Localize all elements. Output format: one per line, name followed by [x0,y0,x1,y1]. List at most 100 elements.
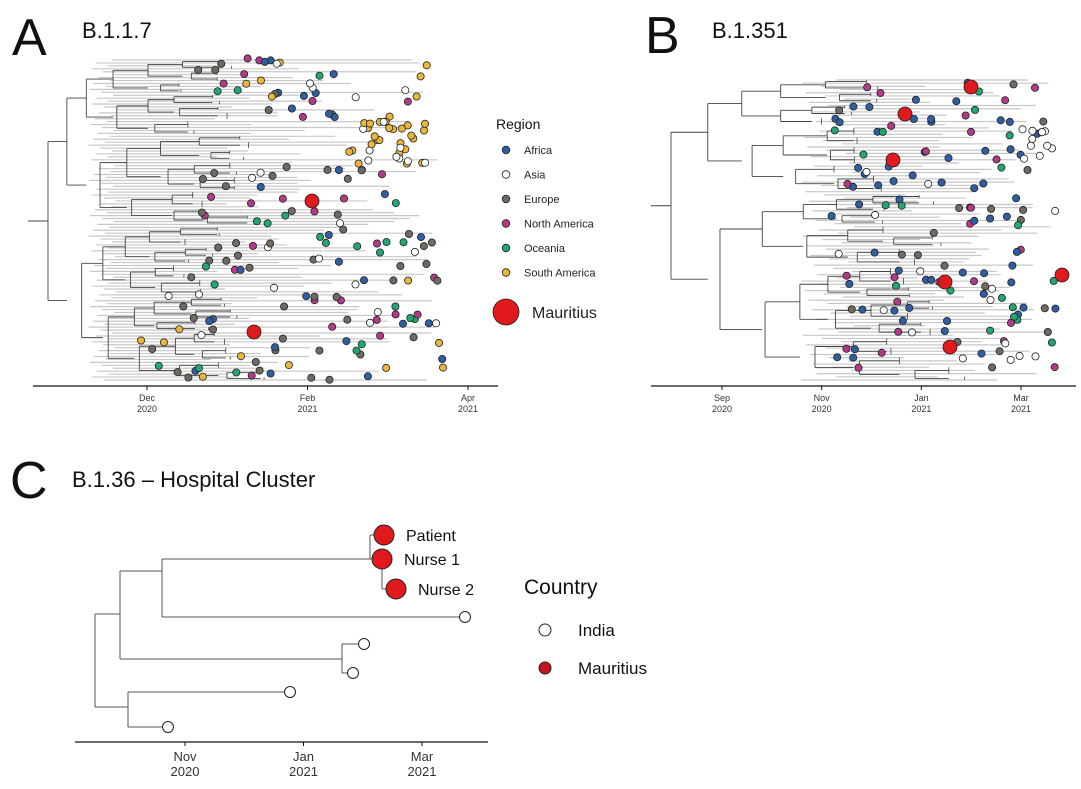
tip-point [370,132,379,141]
tip-point [211,66,220,75]
tip-point [858,305,867,314]
tip-point [246,199,255,208]
tip-point [194,65,203,74]
tip-point [1047,338,1056,347]
tip-point [940,261,949,270]
mauritius-point [937,274,953,290]
tip-point [267,92,276,101]
region-legend-items: Africa Asia Europe North America Oceania Sout… [492,145,597,326]
tip-label: Nurse 1 [404,552,460,569]
x-tick-sublabel: 2021 [458,404,478,414]
tip-point [256,182,265,191]
legend-swatch [501,243,511,253]
tip-point [833,353,842,362]
tip-point [969,277,978,286]
tip-point [898,316,907,325]
tip-point [1012,194,1021,203]
tip-point [205,256,214,265]
tip-point [416,233,425,242]
panel-a-letter: A [12,9,47,67]
tip-point [1030,83,1039,92]
tip-point [385,112,394,121]
tip-point [339,194,348,203]
tip-point [343,315,352,324]
tip-point [379,117,388,126]
tip-point [897,250,906,259]
tip-point [137,336,146,345]
tip-point [240,70,249,79]
tip-point [287,104,296,113]
tip-point [236,265,245,274]
tip-point [247,371,256,380]
tip-point [372,315,381,324]
tip-point [438,354,447,363]
tip-point [979,289,988,298]
tip-point-mauritius [373,524,395,546]
x-tick-label: Jan [293,749,314,764]
tip-label: Patient [406,528,456,545]
tip-point [266,369,275,378]
tip-point [391,302,400,311]
x-tick-sublabel: 2021 [1011,404,1031,414]
tip-point [364,156,373,165]
x-tick-label: Dec [139,393,156,403]
tip-point [401,86,410,95]
tip-point [221,182,230,191]
tip-point [940,326,949,335]
tip-point [987,204,996,213]
panel-c-title: B.1.36 – Hospital Cluster [72,467,316,492]
tip-point [287,207,296,216]
tip-point [233,86,242,95]
x-tick-label: Feb [300,393,316,403]
tip-point [842,271,851,280]
x-tick-label: Mar [1013,393,1029,403]
tip-point [929,228,938,237]
tip-point [849,102,858,111]
tip-point [367,140,376,149]
tip-point [1005,131,1014,140]
tip-point-india [459,611,471,623]
tip-point [404,229,413,238]
tip-point [299,91,308,100]
tip-point [357,340,366,349]
tip-point [407,131,416,140]
tip-point [377,170,386,179]
panel-a-title: B.1.1.7 [82,18,152,43]
x-tick-sublabel: 2021 [911,404,931,414]
tip-point [1043,327,1052,336]
tip-point [243,54,252,63]
tip-point [890,306,899,315]
tip-point [1039,117,1048,126]
tip-point [398,319,407,328]
country-legend-title: Country [524,576,598,599]
tip-point [1037,128,1046,137]
legend-swatch [501,145,511,155]
tip-point [997,163,1006,172]
legend-label: Mauritius [532,305,597,322]
tip-point [310,207,319,216]
tip-point [342,337,351,346]
tip-point [175,325,184,334]
tip-point [1005,117,1014,126]
x-tick-label: Nov [173,749,197,764]
tip-point [179,302,188,311]
tip-point [412,92,421,101]
tip-point [314,254,323,263]
tip-point [280,302,289,311]
tip-point [382,363,391,372]
tip-point [996,116,1005,125]
tip-point [365,318,374,327]
tip-point [997,293,1006,302]
tip-point [351,280,360,289]
tip-point [406,313,415,322]
tip-point [359,276,368,285]
tip-point [353,242,362,251]
tip-point [1031,352,1040,361]
tip-point [334,257,343,266]
tip-point [1028,135,1037,144]
tip-point [219,79,228,88]
tip-point [1012,247,1021,256]
tip-point [916,267,925,276]
x-tick-sublabel: 2020 [812,404,832,414]
tip-point [979,179,988,188]
